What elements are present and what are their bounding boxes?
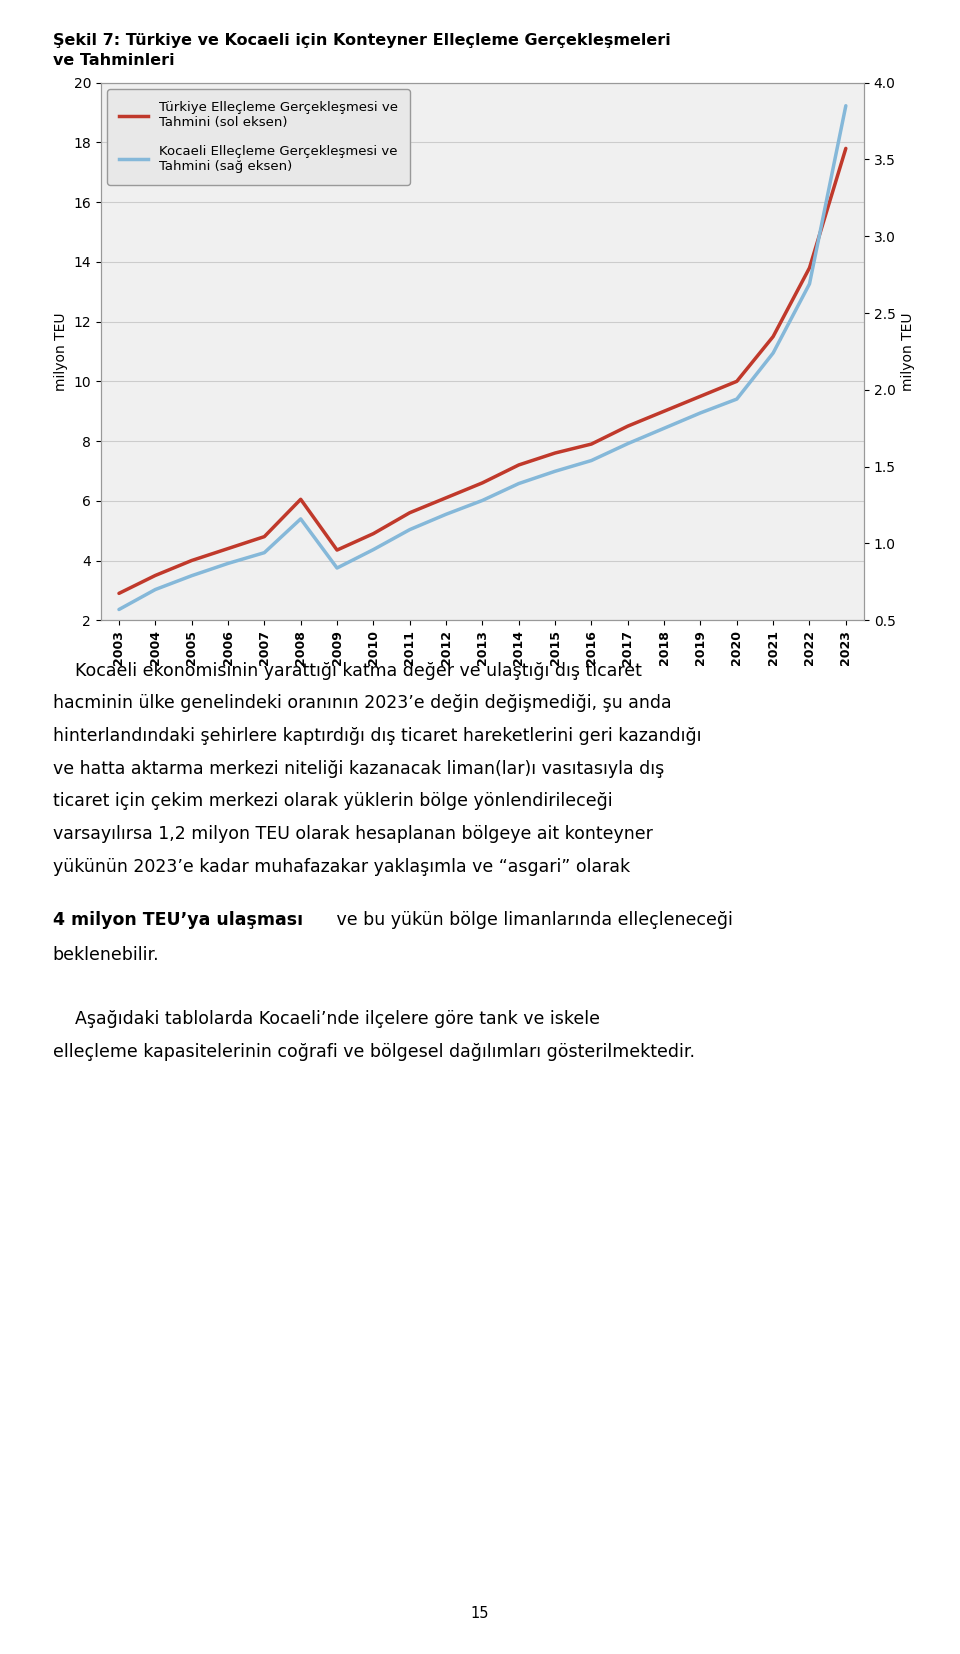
Text: 15: 15	[470, 1606, 490, 1621]
Text: beklenebilir.: beklenebilir.	[53, 946, 159, 964]
Y-axis label: milyon TEU: milyon TEU	[901, 313, 915, 390]
Text: ve Tahminleri: ve Tahminleri	[53, 53, 175, 68]
Y-axis label: milyon TEU: milyon TEU	[54, 313, 68, 390]
Text: ve bu yükün bölge limanlarında elleçleneceği: ve bu yükün bölge limanlarında elleçlene…	[331, 911, 733, 930]
Text: 4 milyon TEU’ya ulaşması: 4 milyon TEU’ya ulaşması	[53, 911, 303, 930]
Text: Aşağıdaki tablolarda Kocaeli’nde ilçelere göre tank ve iskele
elleçleme kapasite: Aşağıdaki tablolarda Kocaeli’nde ilçeler…	[53, 1011, 695, 1062]
Text: Kocaeli ekonomisinin yarattığı katma değer ve ulaştığı dış ticaret
hacminin ülke: Kocaeli ekonomisinin yarattığı katma değ…	[53, 662, 702, 877]
Legend: Türkiye Elleçleme Gerçekleşmesi ve
Tahmini (sol eksen), Kocaeli Elleçleme Gerçek: Türkiye Elleçleme Gerçekleşmesi ve Tahmi…	[108, 89, 410, 185]
Text: Şekil 7: Türkiye ve Kocaeli için Konteyner Elleçleme Gerçekleşmeleri: Şekil 7: Türkiye ve Kocaeli için Konteyn…	[53, 33, 670, 48]
